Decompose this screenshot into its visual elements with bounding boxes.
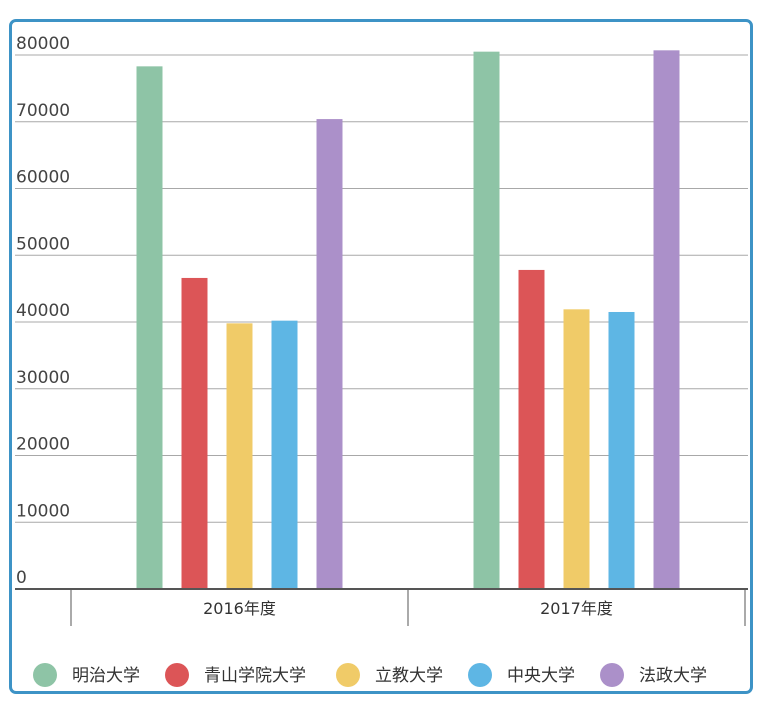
legend-label: 法政大学 bbox=[639, 666, 707, 686]
bar bbox=[316, 119, 343, 589]
y-tick-label: 70000 bbox=[16, 101, 70, 121]
x-tick-label: 2016年度 bbox=[203, 599, 276, 618]
y-tick-label: 0 bbox=[16, 568, 27, 588]
legend-marker bbox=[336, 663, 360, 687]
bar bbox=[653, 50, 680, 589]
bars bbox=[136, 50, 680, 590]
y-tick-label: 60000 bbox=[16, 168, 70, 188]
y-tick-label: 30000 bbox=[16, 368, 70, 388]
legend-label: 立教大学 bbox=[375, 666, 443, 686]
bar bbox=[473, 51, 500, 590]
bar bbox=[518, 269, 545, 589]
y-tick-label: 40000 bbox=[16, 301, 70, 321]
y-tick-label: 20000 bbox=[16, 435, 70, 455]
bar bbox=[226, 323, 253, 589]
y-tick-label: 50000 bbox=[16, 234, 70, 254]
y-tick-label: 10000 bbox=[16, 501, 70, 521]
legend-marker bbox=[165, 663, 189, 687]
y-axis-ticks: 0 10000 20000 30000 40000 50000 60000 70000 8000… bbox=[16, 34, 70, 588]
bar bbox=[136, 66, 163, 589]
bar bbox=[271, 320, 298, 589]
legend-marker bbox=[600, 663, 624, 687]
x-axis: 2016年度 2017年度 bbox=[15, 588, 748, 626]
legend-marker bbox=[33, 663, 57, 687]
legend-marker bbox=[468, 663, 492, 687]
legend-label: 明治大学 bbox=[72, 666, 140, 686]
y-tick-label: 80000 bbox=[16, 34, 70, 54]
legend-label: 中央大学 bbox=[507, 666, 575, 686]
bar bbox=[181, 277, 208, 589]
bar bbox=[563, 309, 590, 589]
x-tick-label: 2017年度 bbox=[540, 599, 613, 618]
bar bbox=[608, 311, 635, 589]
gridlines bbox=[15, 54, 748, 523]
legend-label: 青山学院大学 bbox=[204, 666, 306, 686]
legend: 明治大学 青山学院大学 立教大学 中央大学 法政大学 bbox=[33, 663, 707, 687]
